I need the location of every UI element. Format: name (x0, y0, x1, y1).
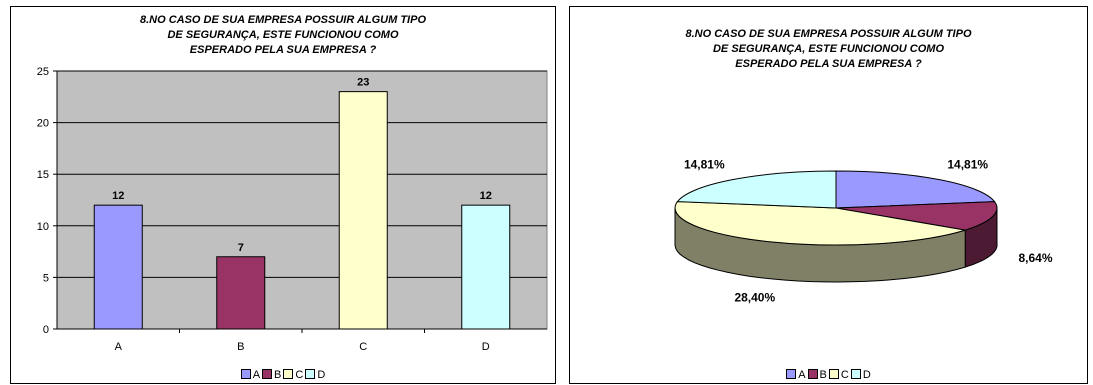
pie-legend-item: C (828, 369, 849, 381)
pie-legend-item: D (850, 369, 871, 381)
pie-title-line: DE SEGURANÇA, ESTE FUNCIONOU COMO (712, 43, 944, 55)
bar-legend-item: C (283, 369, 303, 381)
bar (93, 204, 143, 330)
pie-chart-canvas: 14,81% 8,64% 28,40% 14,81% (674, 157, 1053, 304)
data-label: 23 (357, 77, 369, 89)
bar-legend-label: B (274, 369, 282, 381)
data-label: 12 (112, 190, 124, 202)
y-tick-label: 5 (43, 272, 49, 284)
pie-slice (676, 170, 837, 209)
bar-legend-swatch (305, 369, 316, 379)
bar-chart-panel: 8.NO CASO DE SUA EMPRESA POSSUIR ALGUM T… (10, 6, 556, 384)
pie-slice (835, 201, 998, 231)
pie-slice (835, 170, 996, 209)
pie-chart-title: 8.NO CASO DE SUA EMPRESA POSSUIR ALGUM T… (570, 27, 1087, 72)
pie-chart-panel: 8.NO CASO DE SUA EMPRESA POSSUIR ALGUM T… (569, 6, 1088, 384)
bar-legend-item: A (240, 369, 261, 381)
pie-legend-swatch (828, 369, 839, 379)
y-tick-label: 20 (37, 118, 49, 130)
bar-legend-swatch (283, 369, 294, 379)
pie-data-label: 14,81% (684, 157, 725, 171)
pie-title-line: 8.NO CASO DE SUA EMPRESA POSSUIR ALGUM T… (685, 28, 972, 40)
pie-legend-swatch (807, 369, 818, 379)
pie-legend-swatch (786, 369, 797, 379)
x-tick-label: C (359, 341, 367, 353)
bar (461, 204, 511, 330)
data-label: 12 (480, 190, 492, 202)
bar-legend-label: D (317, 369, 326, 381)
bar-title-line: DE SEGURANÇA, ESTE FUNCIONOU COMO (167, 29, 399, 41)
y-tick-label: 25 (37, 66, 49, 78)
pie-data-label: 28,40% (734, 290, 775, 304)
bar-title-line: 8.NO CASO DE SUA EMPRESA POSSUIR ALGUM T… (139, 14, 427, 26)
pie-legend-item: A (786, 369, 806, 381)
pie-chart-legend: A B C D (570, 369, 1087, 381)
bar-legend-item: B (262, 369, 281, 381)
pie-data-label: 8,64% (1018, 251, 1052, 265)
bar-legend-item: D (305, 369, 325, 381)
bar-legend-label: C (295, 369, 304, 381)
pie-slice (674, 201, 966, 246)
bar (216, 256, 266, 330)
bar-chart-title: 8.NO CASO DE SUA EMPRESA POSSUIR ALGUM T… (11, 13, 555, 58)
y-tick-label: 0 (43, 324, 49, 336)
y-tick-label: 10 (37, 221, 49, 233)
pie-data-label: 14,81% (947, 157, 988, 171)
bar-legend-label: A (252, 369, 261, 381)
data-label: 7 (238, 242, 244, 254)
bar-chart-canvas: 0 5 10 15 20 25 12 A 7 B 23 C 12 D (37, 66, 548, 353)
pie-legend-swatch (850, 369, 861, 379)
pie-legend-label: D (862, 369, 871, 381)
bar-chart-legend: A B C D (11, 369, 555, 381)
pie-legend-item: B (807, 369, 827, 381)
x-tick-label: D (482, 341, 490, 353)
pie-legend-label: A (798, 369, 806, 381)
bar-legend-swatch (262, 369, 273, 379)
x-tick-label: B (237, 341, 244, 353)
x-tick-label: A (115, 341, 123, 353)
y-tick-label: 15 (37, 169, 49, 181)
bar-legend-swatch (240, 369, 251, 379)
pie-legend-label: B (819, 369, 827, 381)
pie-legend-label: C (840, 369, 849, 381)
bar-title-line: ESPERADO PELA SUA EMPRESA ? (189, 44, 377, 56)
pie-title-line: ESPERADO PELA SUA EMPRESA ? (735, 58, 922, 70)
bar (338, 91, 388, 330)
